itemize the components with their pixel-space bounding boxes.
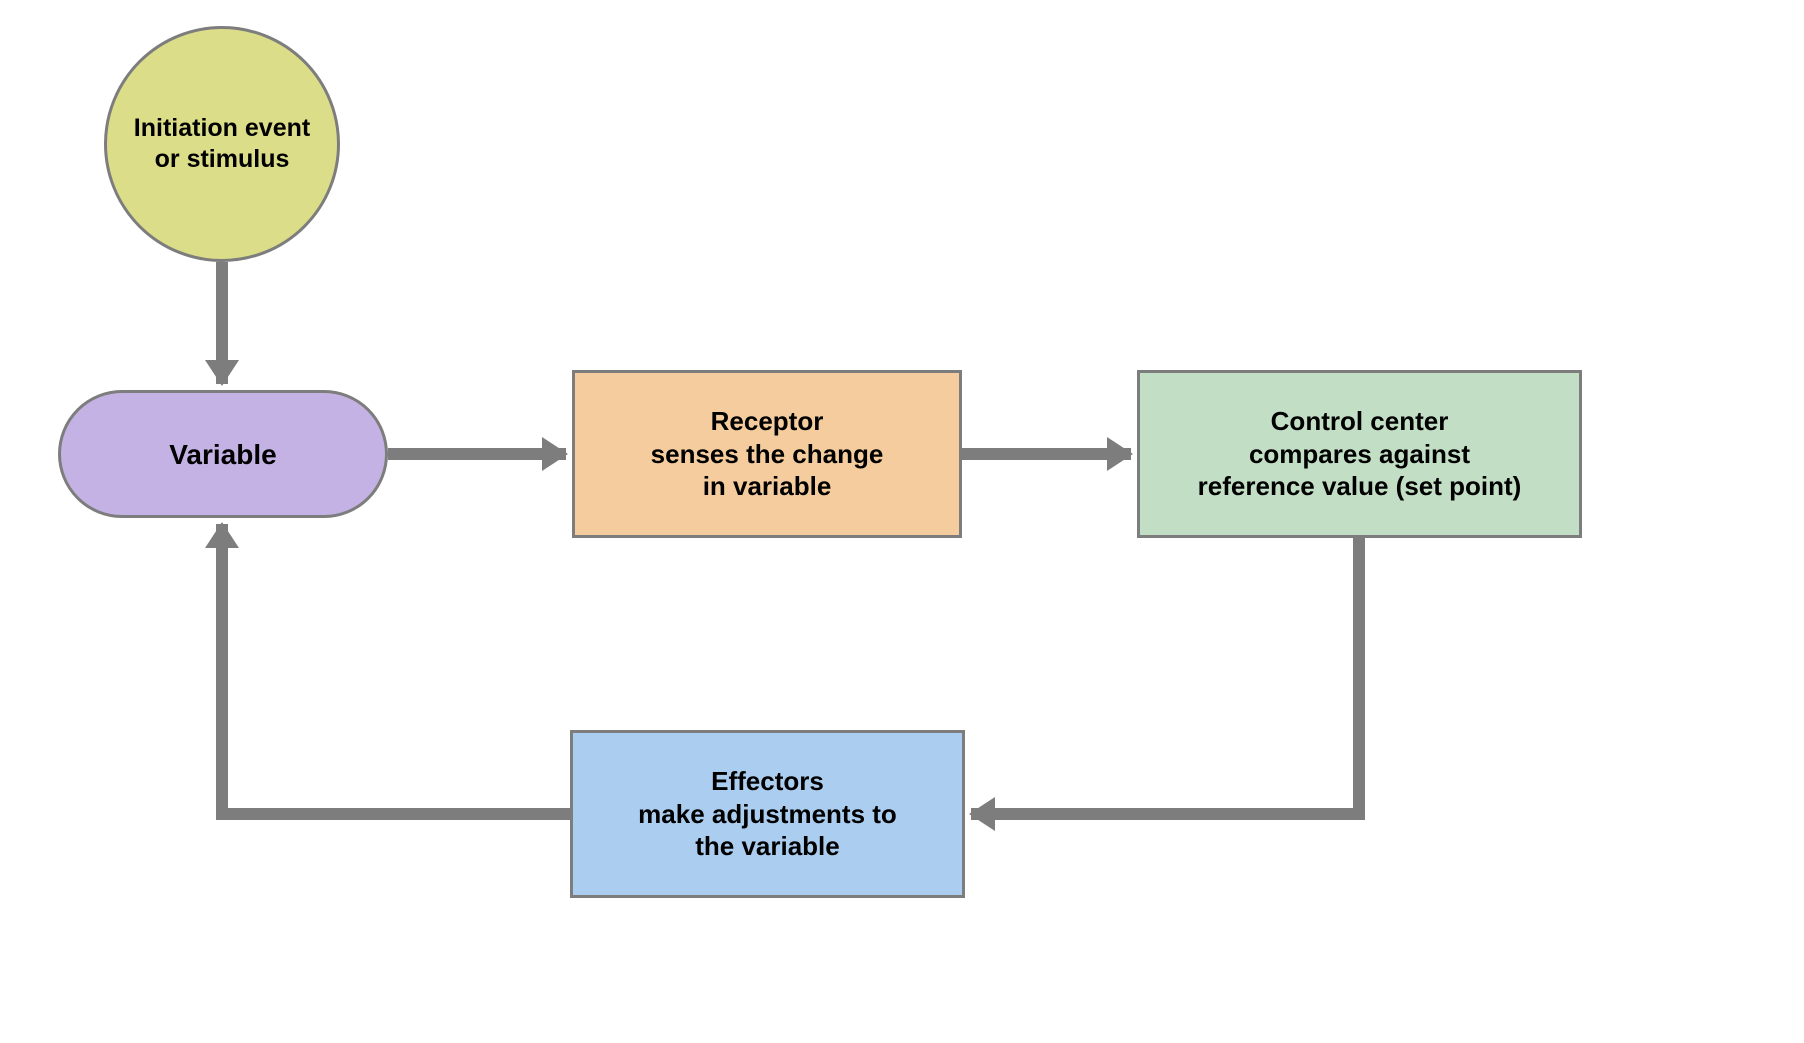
node-receptor: Receptorsenses the changein variable: [572, 370, 962, 538]
node-effectors-label: Effectorsmake adjustments tothe variable: [638, 765, 897, 863]
node-stimulus: Initiation eventor stimulus: [104, 26, 340, 262]
node-receptor-label: Receptorsenses the changein variable: [651, 405, 884, 503]
node-variable-label: Variable: [169, 437, 276, 472]
node-control: Control centercompares againstreference …: [1137, 370, 1582, 538]
node-variable: Variable: [58, 390, 388, 518]
node-control-label: Control centercompares againstreference …: [1198, 405, 1522, 503]
flowchart-stage: Initiation eventor stimulus Variable Rec…: [0, 0, 1804, 1043]
edge-e4: [971, 538, 1359, 814]
node-effectors: Effectorsmake adjustments tothe variable: [570, 730, 965, 898]
node-stimulus-label: Initiation eventor stimulus: [134, 113, 310, 176]
edge-e5: [222, 524, 570, 814]
